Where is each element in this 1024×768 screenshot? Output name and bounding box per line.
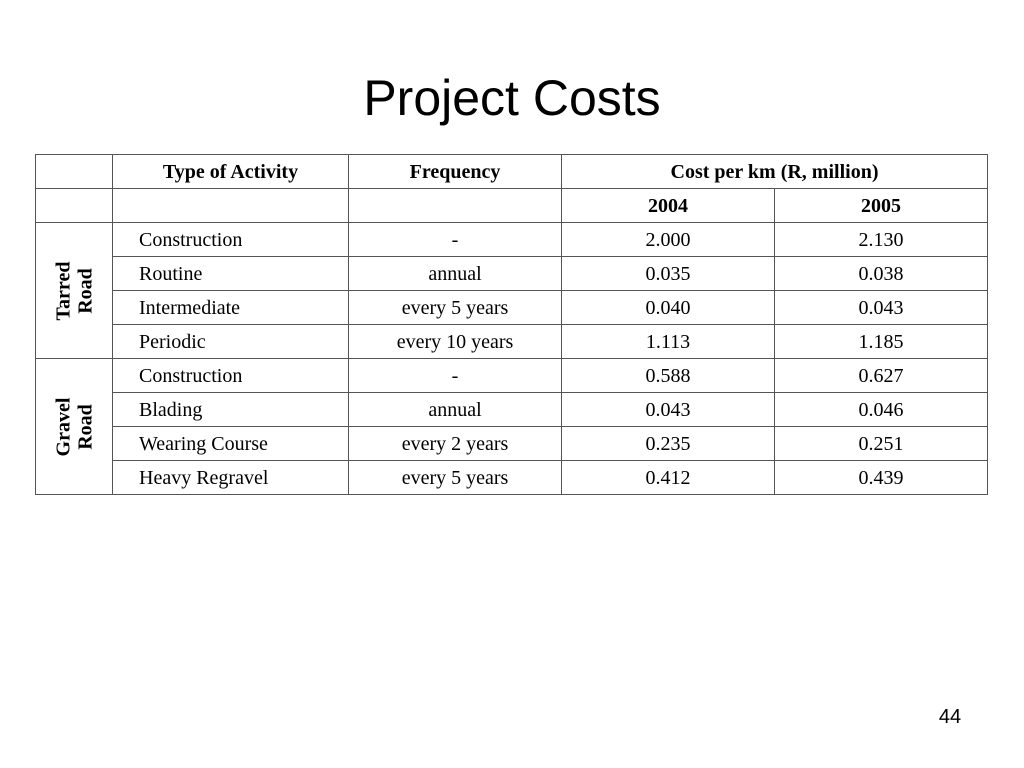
header-cost: Cost per km (R, million) bbox=[561, 154, 988, 189]
table-row: Periodic every 10 years 1.113 1.185 bbox=[36, 324, 988, 359]
activity-cell: Heavy Regravel bbox=[112, 460, 349, 495]
cost-2005-cell: 2.130 bbox=[774, 222, 988, 257]
slide-title: Project Costs bbox=[363, 70, 661, 126]
activity-cell: Wearing Course bbox=[112, 426, 349, 461]
activity-cell: Construction bbox=[112, 222, 349, 257]
cost-2005-cell: 1.185 bbox=[774, 324, 988, 359]
cost-2004-cell: 0.040 bbox=[561, 290, 775, 325]
tarred-road-group: Tarred Road Construction - 2.000 2.130 R… bbox=[35, 222, 988, 359]
header-year-2004: 2004 bbox=[561, 188, 775, 223]
group-label-tarred-road: Tarred Road bbox=[35, 222, 113, 359]
frequency-cell: every 2 years bbox=[348, 426, 562, 461]
frequency-cell: - bbox=[348, 358, 562, 393]
page-number: 44 bbox=[938, 706, 962, 728]
activity-cell: Routine bbox=[112, 256, 349, 291]
table-row: Gravel Road Construction - 0.588 0.627 bbox=[35, 358, 988, 495]
cost-2004-cell: 0.043 bbox=[561, 392, 775, 427]
frequency-cell: annual bbox=[348, 392, 562, 427]
project-costs-table: Type of Activity Frequency Cost per km (… bbox=[35, 154, 988, 495]
cost-2004-cell: 1.113 bbox=[561, 324, 775, 359]
cost-2005-cell: 0.251 bbox=[774, 426, 988, 461]
activity-cell: Intermediate bbox=[112, 290, 349, 325]
table-row: Heavy Regravel every 5 years 0.412 0.439 bbox=[36, 460, 988, 495]
cost-2005-cell: 0.038 bbox=[774, 256, 988, 291]
group-label-line: Gravel bbox=[52, 397, 74, 456]
activity-cell: Construction bbox=[112, 358, 349, 393]
frequency-cell: every 10 years bbox=[348, 324, 562, 359]
table-row: Intermediate every 5 years 0.040 0.043 bbox=[36, 290, 988, 325]
subheader-row: 2004 2005 bbox=[35, 188, 988, 223]
cost-2005-cell: 0.043 bbox=[774, 290, 988, 325]
activity-cell: Periodic bbox=[112, 324, 349, 359]
frequency-cell: - bbox=[348, 222, 562, 257]
header-group-blank bbox=[35, 154, 113, 189]
group-label-gravel-road: Gravel Road bbox=[35, 358, 113, 495]
cost-2005-cell: 0.627 bbox=[774, 358, 988, 393]
activity-cell: Blading bbox=[112, 392, 349, 427]
cost-2004-cell: 0.235 bbox=[561, 426, 775, 461]
subheader-blank-3 bbox=[348, 188, 562, 223]
group-label-line: Tarred bbox=[52, 261, 74, 320]
header-year-2005: 2005 bbox=[774, 188, 988, 223]
frequency-cell: annual bbox=[348, 256, 562, 291]
subheader-blank-1 bbox=[35, 188, 113, 223]
subheader-blank-2 bbox=[112, 188, 349, 223]
gravel-road-group: Gravel Road Construction - 0.588 0.627 B… bbox=[35, 358, 988, 495]
header-activity: Type of Activity bbox=[112, 154, 349, 189]
frequency-cell: every 5 years bbox=[348, 290, 562, 325]
cost-2005-cell: 0.439 bbox=[774, 460, 988, 495]
frequency-cell: every 5 years bbox=[348, 460, 562, 495]
cost-2005-cell: 0.046 bbox=[774, 392, 988, 427]
table-row: Routine annual 0.035 0.038 bbox=[36, 256, 988, 291]
header-row: Type of Activity Frequency Cost per km (… bbox=[35, 154, 988, 189]
table-row: Tarred Road Construction - 2.000 2.130 bbox=[35, 222, 988, 359]
cost-2004-cell: 0.412 bbox=[561, 460, 775, 495]
group-label-line: Road bbox=[74, 403, 96, 450]
cost-2004-cell: 0.035 bbox=[561, 256, 775, 291]
header-frequency: Frequency bbox=[348, 154, 562, 189]
table-row: Wearing Course every 2 years 0.235 0.251 bbox=[36, 426, 988, 461]
cost-2004-cell: 0.588 bbox=[561, 358, 775, 393]
table-row: Blading annual 0.043 0.046 bbox=[36, 392, 988, 427]
group-label-line: Road bbox=[74, 267, 96, 314]
cost-2004-cell: 2.000 bbox=[561, 222, 775, 257]
